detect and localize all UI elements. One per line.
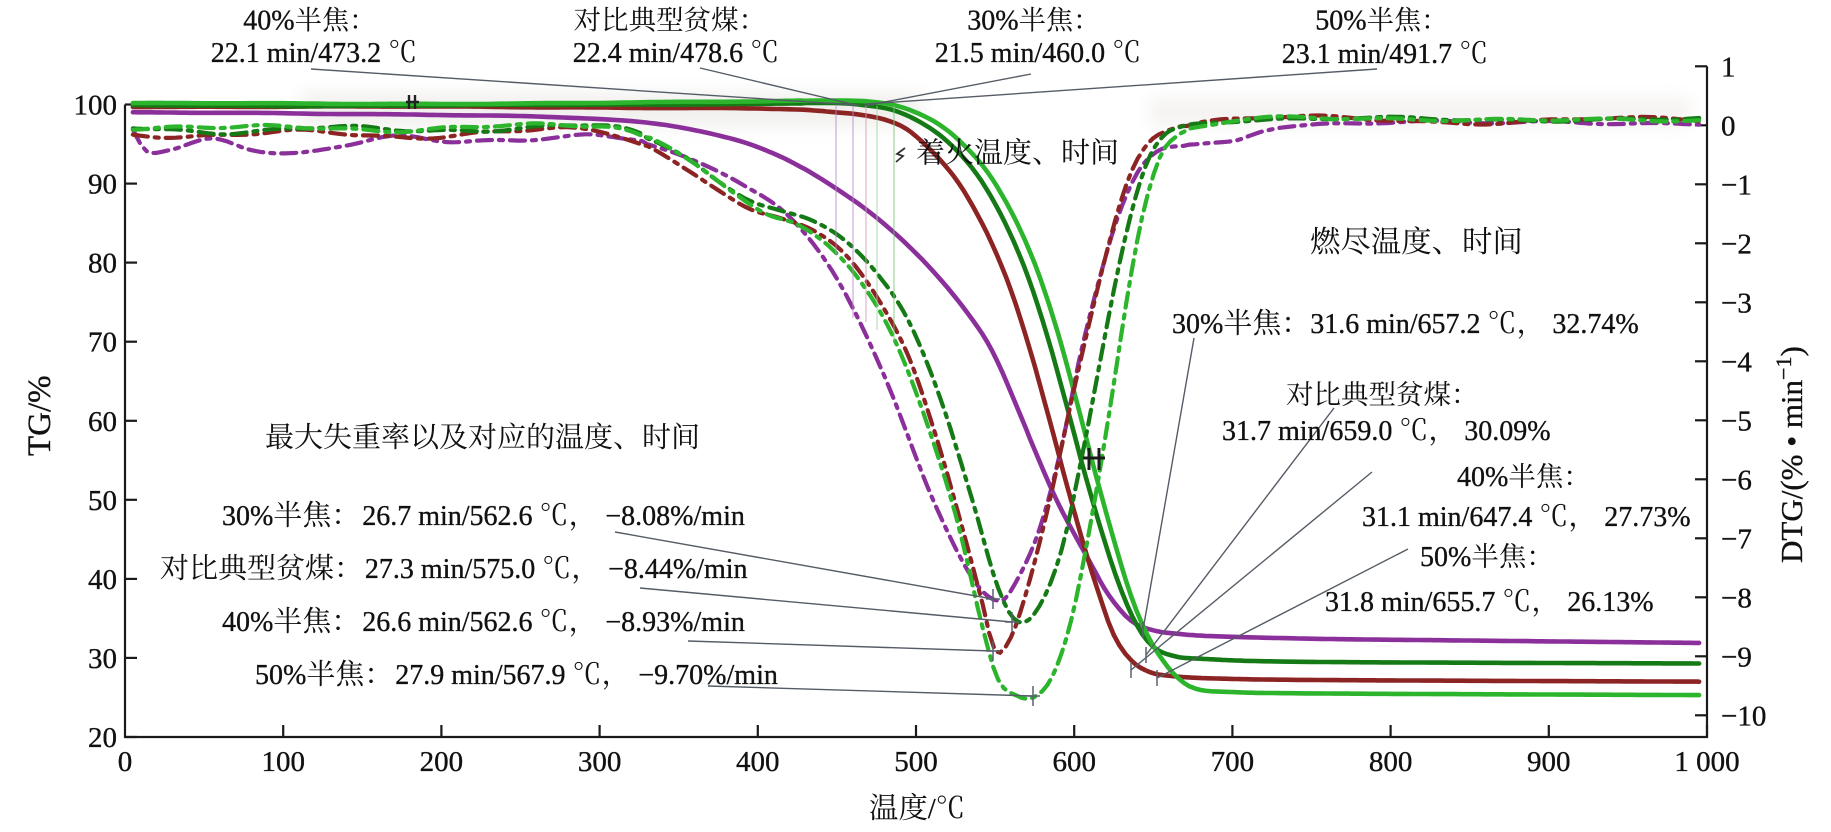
svg-text:40: 40 xyxy=(88,564,117,596)
svg-text:30: 30 xyxy=(88,643,117,675)
svg-text:−4: −4 xyxy=(1721,346,1752,378)
svg-text:90: 90 xyxy=(88,169,117,201)
svg-text:500: 500 xyxy=(894,746,938,778)
svg-text:31.6 min/657.2: 31.6 min/657.2 xyxy=(1310,309,1480,340)
svg-text:21.5 min/460.0: 21.5 min/460.0 xyxy=(935,38,1105,69)
svg-text:200: 200 xyxy=(420,746,464,778)
svg-text:30%: 30% xyxy=(222,501,273,532)
svg-text:800: 800 xyxy=(1369,746,1413,778)
svg-text:−8: −8 xyxy=(1721,582,1752,614)
svg-text:40%: 40% xyxy=(222,607,273,638)
svg-text:50%: 50% xyxy=(1315,6,1366,37)
svg-text:31.7 min/659.0: 31.7 min/659.0 xyxy=(1222,416,1392,447)
svg-text:0: 0 xyxy=(1721,110,1736,142)
svg-text:20: 20 xyxy=(88,722,117,754)
svg-text:30%: 30% xyxy=(1172,309,1223,340)
svg-text:26.6 min/562.6: 26.6 min/562.6 xyxy=(362,607,532,638)
svg-text:−1: −1 xyxy=(1721,169,1752,201)
svg-text:−8.93%/min: −8.93%/min xyxy=(605,607,744,638)
svg-text:22.1 min/473.2: 22.1 min/473.2 xyxy=(211,38,381,69)
svg-text:600: 600 xyxy=(1052,746,1096,778)
svg-text:−2: −2 xyxy=(1721,228,1752,260)
svg-text:30.09%: 30.09% xyxy=(1464,416,1550,447)
svg-text:50: 50 xyxy=(88,485,117,517)
svg-text:0: 0 xyxy=(118,746,133,778)
svg-text:60: 60 xyxy=(88,406,117,438)
svg-text:−8.44%/min: −8.44%/min xyxy=(608,554,747,585)
svg-text:300: 300 xyxy=(578,746,622,778)
svg-text:700: 700 xyxy=(1211,746,1255,778)
svg-text:27.3 min/575.0: 27.3 min/575.0 xyxy=(365,554,535,585)
svg-text:−9.70%/min: −9.70%/min xyxy=(638,660,777,691)
svg-text:27.9 min/567.9: 27.9 min/567.9 xyxy=(395,660,565,691)
svg-text:−8.08%/min: −8.08%/min xyxy=(605,501,744,532)
svg-text:30%: 30% xyxy=(967,6,1018,37)
svg-text:−3: −3 xyxy=(1721,287,1752,319)
svg-text:/: / xyxy=(928,794,936,825)
svg-text:70: 70 xyxy=(88,327,117,359)
svg-text:900: 900 xyxy=(1527,746,1571,778)
svg-text:−5: −5 xyxy=(1721,405,1752,437)
svg-text:31.1 min/647.4: 31.1 min/647.4 xyxy=(1362,502,1532,533)
svg-text:26.7 min/562.6: 26.7 min/562.6 xyxy=(362,501,532,532)
svg-text:−7: −7 xyxy=(1721,523,1752,555)
svg-text:27.73%: 27.73% xyxy=(1604,502,1690,533)
svg-text:50%: 50% xyxy=(1420,542,1471,573)
svg-text:1: 1 xyxy=(1721,51,1736,83)
svg-text:31.8 min/655.7: 31.8 min/655.7 xyxy=(1325,587,1495,618)
svg-text:40%: 40% xyxy=(1457,462,1508,493)
svg-text:22.4 min/478.6: 22.4 min/478.6 xyxy=(573,38,743,69)
svg-text:100: 100 xyxy=(74,90,118,122)
svg-text:−6: −6 xyxy=(1721,464,1752,496)
svg-text:−10: −10 xyxy=(1721,700,1766,732)
svg-text:80: 80 xyxy=(88,248,117,280)
svg-text:TG/%: TG/% xyxy=(22,375,58,456)
svg-text:100: 100 xyxy=(261,746,305,778)
svg-text:26.13%: 26.13% xyxy=(1567,587,1653,618)
svg-text:DTG/(% • min−1): DTG/(% • min−1) xyxy=(1771,346,1809,563)
svg-text:32.74%: 32.74% xyxy=(1552,309,1638,340)
svg-text:−9: −9 xyxy=(1721,641,1752,673)
svg-text:1 000: 1 000 xyxy=(1674,746,1739,778)
svg-text:23.1 min/491.7: 23.1 min/491.7 xyxy=(1282,39,1452,70)
svg-text:40%: 40% xyxy=(243,6,294,37)
svg-text:400: 400 xyxy=(736,746,780,778)
svg-text:50%: 50% xyxy=(255,660,306,691)
